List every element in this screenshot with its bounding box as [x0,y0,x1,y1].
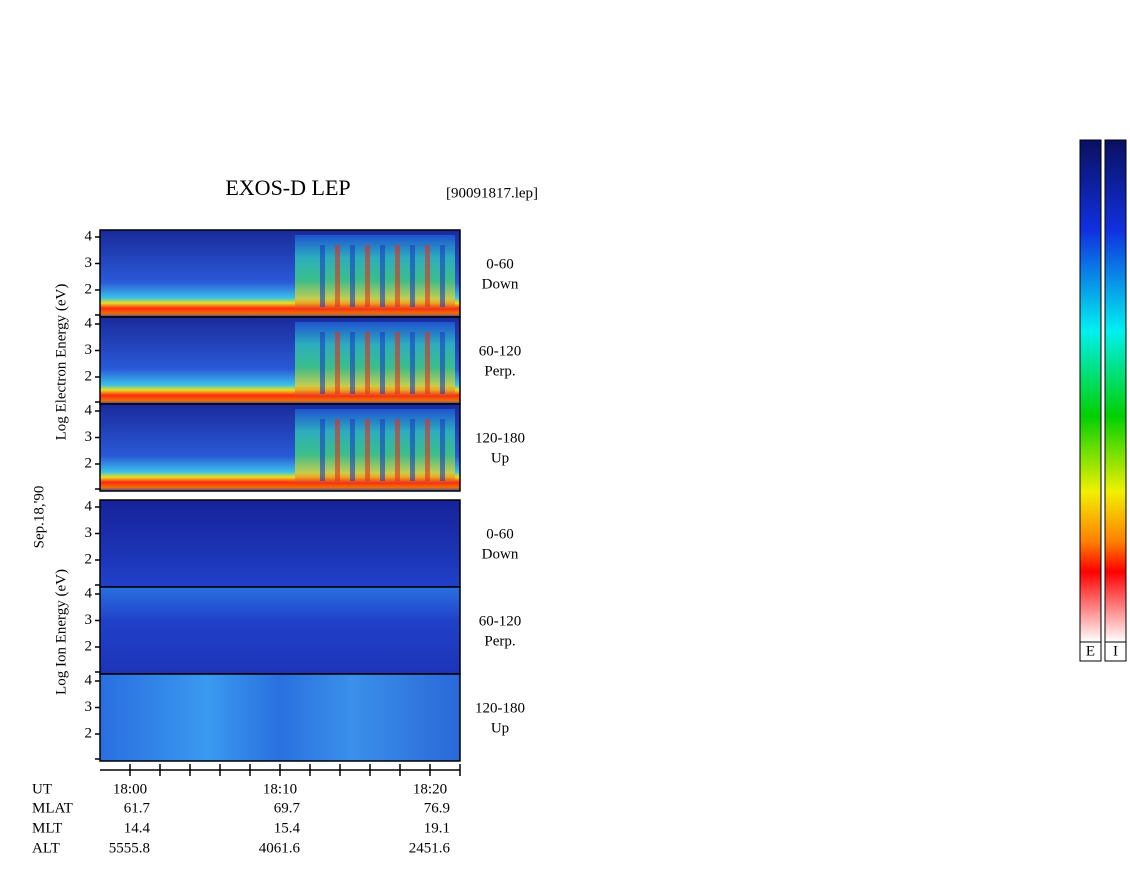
colorbar-label: I [1113,643,1118,659]
colorbar-label-box [1079,641,1102,662]
y-tick-label: 3 [85,255,93,271]
y-tick-label: 2 [85,455,93,471]
spectrogram-stripe [410,332,415,394]
direction-label: Up [491,450,509,466]
spectrogram-stripe [320,332,325,394]
spectrogram-stripe [365,245,370,307]
spectrogram-burst [295,322,455,397]
ion-axis-label: Log Ion Energy (eV) [53,569,69,695]
ephemeris-value: 61.7 [124,800,151,816]
spectrogram-stripe [350,332,355,394]
spectrogram-burst [295,235,455,310]
ephemeris-value: 2451.6 [409,840,451,856]
spectrogram-stripe [395,245,400,307]
spectrogram [100,587,460,674]
y-tick-label: 4 [85,402,93,418]
spectrogram-stripe [335,419,340,481]
colorbar-label-box [1104,641,1127,662]
y-tick-label: 2 [85,638,93,654]
colorbar [1079,139,1102,643]
spectrogram-stripe [395,419,400,481]
y-tick-label: 4 [85,228,93,244]
angle-label: 120-180 [475,430,525,446]
spectrogram-stripe [440,245,445,307]
angle-label: 60-120 [479,613,522,629]
angle-label: 60-120 [479,343,522,359]
spectrogram-stripe [335,245,340,307]
title: EXOS-D LEP [225,175,350,200]
spectrogram-stripe [425,332,430,394]
y-tick-label: 2 [85,551,93,567]
y-tick-label: 3 [85,429,93,445]
file-name: [90091817.lep] [446,185,538,201]
direction-label: Perp. [484,363,515,379]
spectrogram-stripe [380,332,385,394]
direction-label: Up [491,720,509,736]
ephemeris-label: UT [32,781,52,797]
ephemeris-label: MLT [32,820,62,836]
spectrogram [100,674,460,761]
ephemeris-value: 18:20 [413,781,447,797]
ephemeris-label: ALT [32,840,60,856]
spectrogram-stripe [395,332,400,394]
ephemeris-value: 15.4 [274,820,301,836]
spectrogram [100,500,460,587]
direction-label: Perp. [484,633,515,649]
spectrogram-stripe [425,419,430,481]
angle-label: 0-60 [486,256,514,272]
ephemeris-value: 18:00 [113,781,147,797]
ephemeris-value: 14.4 [124,820,151,836]
spectrogram-burst [295,409,455,484]
y-tick-label: 2 [85,368,93,384]
angle-label: 0-60 [486,526,514,542]
spectrogram-stripe [440,332,445,394]
spectrogram-stripe [350,245,355,307]
ephemeris-label: MLAT [32,800,73,816]
y-tick-label: 3 [85,699,93,715]
spectrogram-stripe [410,245,415,307]
y-tick-label: 3 [85,342,93,358]
y-tick-label: 4 [85,585,93,601]
colorbar [1104,139,1127,643]
direction-label: Down [482,276,519,292]
ephemeris-value: 18:10 [263,781,297,797]
y-tick-label: 4 [85,672,93,688]
electron-axis-label: Log Electron Energy (eV) [53,284,69,441]
panel-frame [99,403,461,492]
spectrogram-stripe [425,245,430,307]
date: Sep.18,'90 [31,486,47,549]
panel-frame [99,673,461,762]
spectrogram-stripe [380,419,385,481]
angle-label: 120-180 [475,700,525,716]
spectrogram-stripe [335,332,340,394]
y-tick-label: 3 [85,612,93,628]
ephemeris-value: 19.1 [424,820,450,836]
ephemeris-value: 4061.6 [259,840,301,856]
spectrogram-stripe [440,419,445,481]
spectrogram-stripe [365,419,370,481]
spectrogram-stripe [320,245,325,307]
spectrogram-stripe [350,419,355,481]
y-tick-label: 4 [85,315,93,331]
ephemeris-value: 76.9 [424,800,450,816]
y-tick-label: 2 [85,281,93,297]
spectrogram-stripe [365,332,370,394]
ephemeris-value: 5555.8 [109,840,150,856]
spectrogram-stripe [320,419,325,481]
direction-label: Down [482,546,519,562]
y-tick-label: 4 [85,498,93,514]
spectrogram-stripe [380,245,385,307]
colorbar-label: E [1086,643,1095,659]
spectrogram-stripe [410,419,415,481]
y-tick-label: 2 [85,725,93,741]
ephemeris-value: 69.7 [274,800,301,816]
y-tick-label: 3 [85,525,93,541]
